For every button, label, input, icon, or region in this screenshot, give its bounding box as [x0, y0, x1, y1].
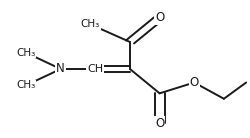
Text: CH₃: CH₃ — [81, 19, 100, 29]
Text: CH: CH — [87, 64, 104, 74]
Text: CH₃: CH₃ — [16, 48, 36, 58]
Text: O: O — [155, 117, 164, 130]
Text: O: O — [190, 76, 199, 89]
Text: O: O — [155, 11, 164, 24]
Text: N: N — [56, 63, 65, 75]
Text: CH₃: CH₃ — [16, 80, 36, 90]
